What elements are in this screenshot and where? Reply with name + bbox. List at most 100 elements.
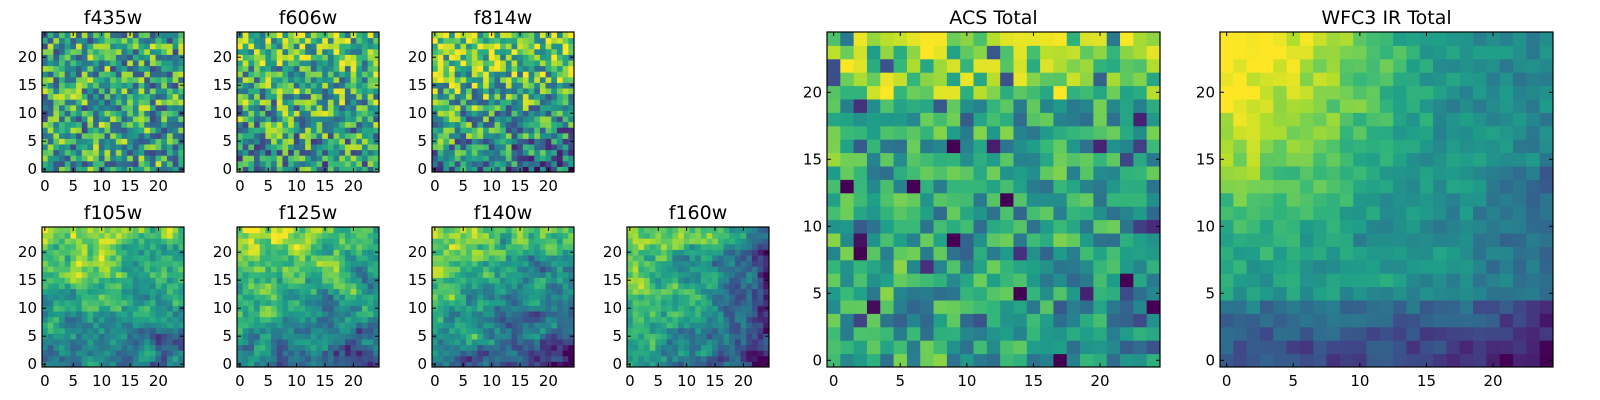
heatmap-cell bbox=[127, 48, 134, 55]
x-tick-label: 0 bbox=[235, 372, 245, 390]
heatmap-cell bbox=[149, 132, 157, 139]
heatmap-cell bbox=[517, 339, 524, 346]
heatmap-cell bbox=[361, 322, 369, 329]
heatmap-cell bbox=[282, 255, 289, 262]
heatmap-cell bbox=[638, 339, 645, 346]
heatmap-cell bbox=[534, 255, 541, 262]
heatmap-cell bbox=[115, 138, 123, 145]
heatmap-cell bbox=[178, 104, 185, 111]
heatmap-cell bbox=[47, 121, 54, 128]
heatmap-cell bbox=[356, 127, 363, 134]
heatmap-cell bbox=[81, 277, 88, 284]
heatmap-cell bbox=[276, 249, 283, 256]
heatmap-cell bbox=[500, 144, 507, 151]
heatmap-cell bbox=[568, 260, 575, 267]
heatmap-cell bbox=[282, 288, 289, 295]
heatmap-cell bbox=[59, 322, 66, 329]
heatmap-cell bbox=[121, 43, 128, 50]
heatmap-cell bbox=[110, 260, 117, 267]
heatmap-cell bbox=[960, 219, 975, 234]
heatmap-cell bbox=[534, 249, 541, 256]
heatmap-cell bbox=[517, 299, 524, 306]
heatmap-cell bbox=[339, 361, 346, 368]
heatmap-cell bbox=[310, 266, 318, 273]
heatmap-cell bbox=[483, 155, 490, 162]
heatmap-cell bbox=[471, 60, 478, 67]
heatmap-cell bbox=[505, 132, 513, 139]
heatmap-cell bbox=[723, 288, 730, 295]
heatmap-cell bbox=[276, 82, 283, 89]
heatmap-cell bbox=[53, 277, 60, 284]
heatmap-cell bbox=[166, 160, 174, 167]
heatmap-cell bbox=[316, 32, 323, 39]
heatmap-cell bbox=[638, 344, 645, 351]
heatmap-cell bbox=[1000, 313, 1014, 328]
heatmap-cell bbox=[276, 71, 283, 78]
heatmap-cell bbox=[149, 294, 157, 301]
x-tick-label: 10 bbox=[287, 177, 306, 195]
heatmap-cell bbox=[327, 138, 335, 145]
heatmap-cell bbox=[511, 355, 518, 362]
heatmap-cell bbox=[282, 316, 289, 323]
heatmap-cell bbox=[178, 316, 185, 323]
heatmap-cell bbox=[155, 65, 162, 72]
heatmap-cell bbox=[70, 316, 77, 323]
heatmap-cell bbox=[437, 294, 444, 301]
heatmap-cell bbox=[1120, 179, 1134, 194]
heatmap-cell bbox=[282, 322, 289, 329]
heatmap-cell bbox=[59, 54, 66, 61]
heatmap-cell bbox=[166, 88, 174, 95]
heatmap-cell bbox=[282, 93, 289, 100]
heatmap-cell bbox=[149, 305, 157, 312]
heatmap-cell bbox=[166, 238, 174, 245]
heatmap-cell bbox=[248, 93, 255, 100]
heatmap-cell bbox=[494, 266, 501, 273]
heatmap-cell bbox=[127, 37, 134, 44]
heatmap-cell bbox=[53, 104, 60, 111]
heatmap-cell bbox=[121, 138, 128, 145]
heatmap-cell bbox=[87, 144, 94, 151]
heatmap-cell bbox=[712, 333, 719, 340]
heatmap-cell bbox=[449, 243, 456, 250]
heatmap-cell bbox=[155, 327, 162, 334]
heatmap-cell bbox=[700, 350, 708, 357]
heatmap-cell bbox=[678, 260, 685, 267]
heatmap-cell bbox=[367, 266, 374, 273]
heatmap-cell bbox=[632, 350, 639, 357]
heatmap-cell bbox=[110, 327, 117, 334]
heatmap-cell bbox=[522, 311, 530, 318]
heatmap-cell bbox=[293, 76, 300, 83]
heatmap-cell bbox=[437, 271, 444, 278]
heatmap-cell bbox=[288, 99, 295, 106]
heatmap-cell bbox=[522, 333, 530, 340]
heatmap-cell bbox=[661, 243, 668, 250]
heatmap-cell bbox=[437, 305, 444, 312]
heatmap-cell bbox=[53, 238, 60, 245]
heatmap-cell bbox=[87, 288, 94, 295]
heatmap-cell bbox=[644, 227, 651, 234]
heatmap-cell bbox=[933, 340, 948, 355]
heatmap-cell bbox=[110, 155, 117, 162]
heatmap-cell bbox=[522, 361, 530, 368]
heatmap-cell bbox=[757, 311, 764, 318]
heatmap-cell bbox=[517, 266, 524, 273]
heatmap-cell bbox=[933, 313, 948, 328]
heatmap-cell bbox=[734, 283, 742, 290]
heatmap-cell bbox=[522, 327, 530, 334]
heatmap-cell bbox=[500, 32, 507, 39]
heatmap-cell bbox=[254, 361, 261, 368]
heatmap-cell bbox=[432, 271, 439, 278]
heatmap-cell bbox=[178, 132, 185, 139]
heatmap-cell bbox=[986, 233, 1001, 247]
heatmap-cell bbox=[695, 316, 702, 323]
heatmap-cell bbox=[327, 43, 335, 50]
heatmap-cell bbox=[517, 316, 524, 323]
heatmap-cell bbox=[248, 54, 255, 61]
heatmap-cell bbox=[299, 37, 306, 44]
heatmap-cell bbox=[76, 277, 83, 284]
heatmap-cell bbox=[568, 288, 575, 295]
heatmap-cell bbox=[299, 344, 306, 351]
heatmap-cell bbox=[138, 350, 145, 357]
heatmap-cell bbox=[511, 305, 518, 312]
